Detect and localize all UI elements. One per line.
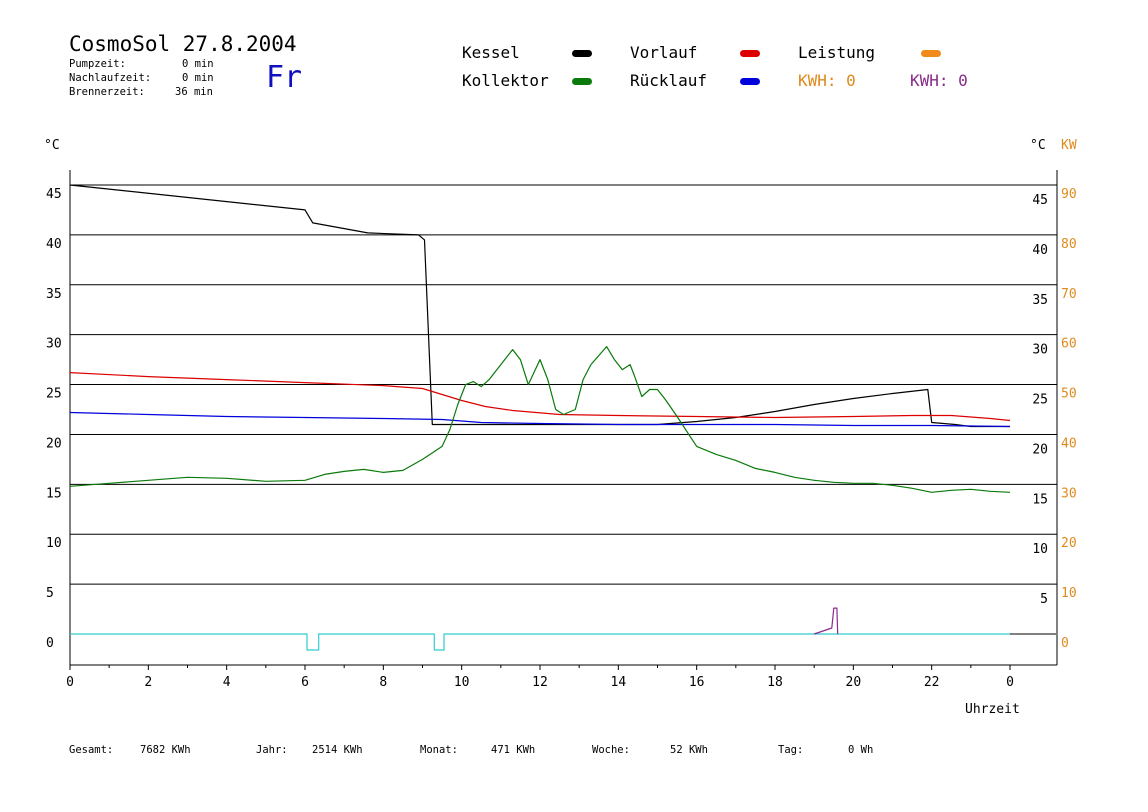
y-tick-label: 30 xyxy=(46,337,62,352)
x-tick-label: 6 xyxy=(301,675,309,690)
series-kessel-line xyxy=(69,184,1010,428)
series-brenner-line xyxy=(814,607,839,635)
legend-ruecklauf-swatch xyxy=(740,78,760,85)
y-tick-label: 20 xyxy=(46,436,62,451)
weekday-label: Fr xyxy=(266,60,303,95)
tag-label: Tag: xyxy=(778,744,804,756)
chart-title: CosmoSol 27.8.2004 xyxy=(69,32,297,56)
legend-kwh-brenner: KWH: 0 xyxy=(910,71,968,90)
legend-vorlauf: Vorlauf xyxy=(630,43,698,62)
left-axis-unit: °C xyxy=(44,138,60,153)
jahr-label: Jahr: xyxy=(256,744,288,756)
x-tick-label: 2 xyxy=(144,675,152,690)
y-tick-label: 0 xyxy=(46,636,54,651)
legend-kessel: Kessel xyxy=(462,43,520,62)
y-tick-label: 5 xyxy=(46,586,54,601)
kw-tick-label: 60 xyxy=(1061,337,1077,352)
kw-tick-label: 50 xyxy=(1061,387,1077,402)
y-tick-label: 40 xyxy=(46,237,62,252)
kw-tick-label: 80 xyxy=(1061,237,1077,252)
y-tick-label: 45 xyxy=(46,187,62,202)
y-tick-label: 25 xyxy=(46,387,62,402)
kw-tick-label: 20 xyxy=(1061,536,1077,551)
kw-tick-label: 10 xyxy=(1061,586,1077,601)
woche-label: Woche: xyxy=(592,744,630,756)
y-tick-label-right: 10 xyxy=(1032,542,1048,557)
pumpzeit-value: 0 min xyxy=(182,58,214,70)
x-axis-label: Uhrzeit xyxy=(965,702,1020,717)
legend-leistung: Leistung xyxy=(798,43,876,62)
gesamt-value: 7682 KWh xyxy=(140,744,191,756)
chart-grid xyxy=(69,170,1058,670)
x-tick-label: 12 xyxy=(532,675,548,690)
legend-ruecklauf: Rücklauf xyxy=(630,71,708,90)
pumpzeit-label: Pumpzeit: xyxy=(69,58,126,70)
kw-tick-label: 30 xyxy=(1061,486,1077,501)
tag-value: 0 Wh xyxy=(848,744,874,756)
monat-label: Monat: xyxy=(420,744,458,756)
series-kollektor-line xyxy=(69,346,1011,493)
brennerzeit-value: 36 min xyxy=(175,86,213,98)
kw-tick-label: 70 xyxy=(1061,287,1077,302)
kw-tick-label: 40 xyxy=(1061,436,1077,451)
y-tick-label-right: 5 xyxy=(1040,592,1048,607)
series-pumpe-line xyxy=(70,633,1010,651)
y-tick-label: 15 xyxy=(46,486,62,501)
x-tick-label: 4 xyxy=(223,675,231,690)
x-tick-label: 20 xyxy=(846,675,862,690)
kw-tick-label: 0 xyxy=(1061,636,1069,651)
x-tick-label: 0 xyxy=(66,675,74,690)
x-tick-label: 22 xyxy=(924,675,940,690)
y-tick-label-right: 20 xyxy=(1032,442,1048,457)
legend-leistung-swatch xyxy=(921,50,941,57)
y-tick-label-right: 30 xyxy=(1032,343,1048,358)
y-tick-label: 35 xyxy=(46,287,62,302)
monat-value: 471 KWh xyxy=(491,744,536,756)
x-tick-label: 18 xyxy=(767,675,783,690)
x-tick-label: 0 xyxy=(1006,675,1014,690)
legend-vorlauf-swatch xyxy=(740,50,760,57)
legend-kwh-leistung: KWH: 0 xyxy=(798,71,856,90)
legend-kollektor-swatch xyxy=(572,78,592,85)
woche-value: 52 KWh xyxy=(670,744,708,756)
legend-kollektor: Kollektor xyxy=(462,71,549,90)
series-rcklauf-line xyxy=(69,411,1011,428)
series-vorlauf-line xyxy=(69,372,1011,422)
nachlaufzeit-value: 0 min xyxy=(182,72,214,84)
right-axis-unit-kw: KW xyxy=(1061,138,1077,153)
x-tick-label: 8 xyxy=(379,675,387,690)
x-tick-label: 14 xyxy=(611,675,627,690)
legend-kessel-swatch xyxy=(572,50,592,57)
chart-series xyxy=(69,184,1056,651)
brennerzeit-label: Brennerzeit: xyxy=(69,86,145,98)
y-tick-label-right: 35 xyxy=(1032,293,1048,308)
jahr-value: 2514 KWh xyxy=(312,744,363,756)
right-axis-unit: °C xyxy=(1030,138,1046,153)
y-tick-label-right: 40 xyxy=(1032,243,1048,258)
gesamt-label: Gesamt: xyxy=(69,744,114,756)
y-tick-label-right: 25 xyxy=(1032,393,1048,408)
x-tick-label: 16 xyxy=(689,675,705,690)
y-tick-label-right: 45 xyxy=(1032,193,1048,208)
nachlaufzeit-label: Nachlaufzeit: xyxy=(69,72,152,84)
x-tick-label: 10 xyxy=(454,675,470,690)
y-tick-label: 10 xyxy=(46,536,62,551)
kw-tick-label: 90 xyxy=(1061,187,1077,202)
y-tick-label-right: 15 xyxy=(1032,492,1048,507)
